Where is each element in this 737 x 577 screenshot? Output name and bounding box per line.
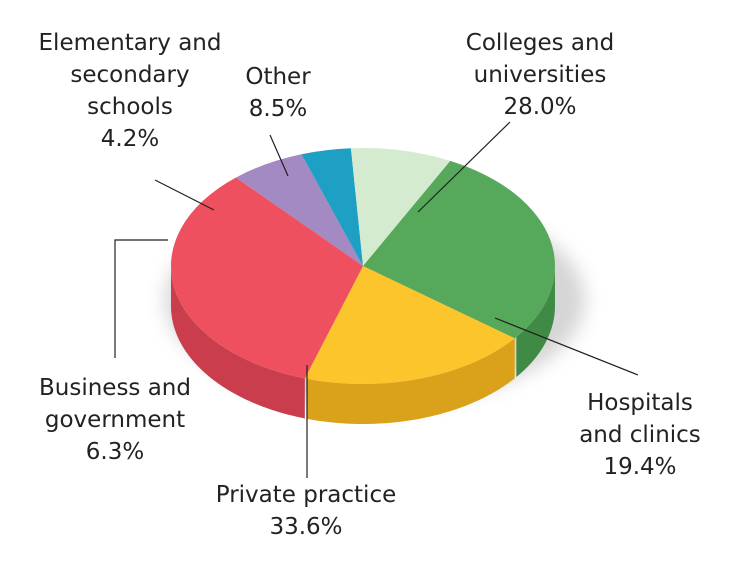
slice-label-2-line-0: Private practice bbox=[216, 482, 397, 508]
slice-label-4-line-0: Elementary and bbox=[39, 30, 222, 56]
leader-line-1 bbox=[494, 317, 639, 376]
slice-value-label-4: 4.2% bbox=[101, 126, 159, 152]
slice-label-5-line-0: Other bbox=[245, 64, 311, 90]
slice-label-1-line-1: and clinics bbox=[579, 422, 701, 448]
slice-label-0-line-0: Colleges and bbox=[466, 30, 614, 56]
pie-slice-0 bbox=[363, 160, 555, 339]
leader-line-4 bbox=[154, 179, 215, 211]
slice-value-label-1: 19.4% bbox=[603, 454, 676, 480]
slice-label-3-line-1: government bbox=[45, 407, 185, 433]
slice-label-3-line-0: Business and bbox=[39, 375, 191, 401]
pie-slice-2 bbox=[170, 177, 363, 379]
pie-slice-5 bbox=[350, 148, 451, 266]
pie-side-1 bbox=[307, 338, 515, 424]
pie-slice-3 bbox=[236, 154, 363, 266]
leader-line-3 bbox=[114, 239, 168, 358]
leader-line-0 bbox=[417, 121, 511, 213]
pie-side-2 bbox=[171, 266, 305, 419]
pie-slice-4 bbox=[301, 148, 363, 266]
slice-label-0-line-1: universities bbox=[474, 62, 607, 88]
slice-value-label-0: 28.0% bbox=[503, 94, 576, 120]
slice-label-4-line-1: secondary bbox=[70, 62, 189, 88]
slice-label-4-line-2: schools bbox=[87, 94, 173, 120]
pie-side-0 bbox=[516, 268, 555, 378]
slice-value-label-3: 6.3% bbox=[86, 439, 144, 465]
slice-value-label-5: 8.5% bbox=[249, 96, 307, 122]
leader-line-5 bbox=[269, 134, 289, 177]
slice-value-label-2: 33.6% bbox=[269, 514, 342, 540]
slice-label-1-line-0: Hospitals bbox=[587, 390, 693, 416]
pie-slice-1 bbox=[304, 266, 515, 384]
